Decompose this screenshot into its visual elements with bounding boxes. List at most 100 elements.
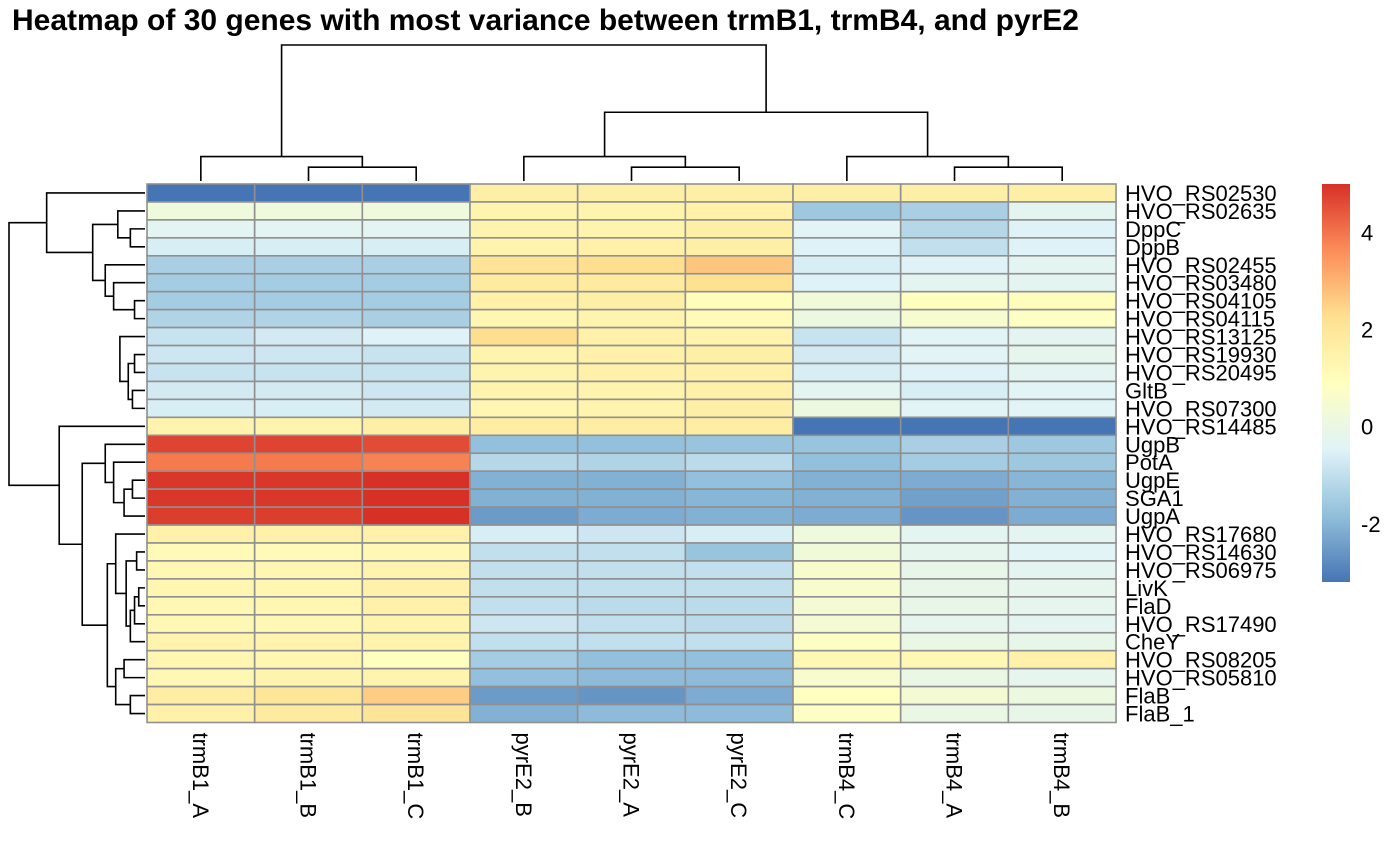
dendrogram-branch [106,562,116,688]
heatmap-cell [1007,416,1117,437]
heatmap-cell [899,506,1010,526]
heatmap-cell [684,613,794,634]
heatmap-cell [253,578,364,598]
column-label: trmB1_A [188,733,213,819]
heatmap-cell [684,685,794,706]
heatmap-cell [1007,613,1117,634]
heatmap-cell [792,344,902,365]
heatmap-cell [253,183,364,203]
heatmap-cell [146,649,256,670]
row-label: CheY [1125,630,1180,655]
heatmap-cell [1007,631,1117,652]
heatmap-cell [792,667,902,688]
column-label: trmB4_A [942,733,967,819]
heatmap-cell [792,506,902,526]
heatmap-cell [576,398,687,419]
heatmap-cell [361,649,471,670]
heatmap-cell [361,578,471,598]
dendrogram-branch [104,263,145,297]
heatmap-cell [1007,578,1117,598]
dendrogram-branch [135,551,145,571]
heatmap-cell [684,362,794,383]
heatmap-cell [146,326,256,347]
heatmap-cell [146,398,256,419]
heatmap-cell [253,703,364,724]
colorbar-tick-label: -2 [1361,512,1381,537]
dendrogram-branch [280,44,767,157]
dendrogram-branch [123,658,145,679]
heatmap-cell [253,362,364,383]
heatmap-cell [576,416,687,437]
heatmap-cell [146,667,256,688]
heatmap-cell [361,183,471,203]
row-label: HVO_RS02455 [1125,253,1277,278]
heatmap-cell [899,362,1010,383]
heatmap-cell [253,685,364,706]
heatmap-cell [684,201,794,221]
dendrogram-branch [129,694,145,715]
dendrogram-branch [523,155,687,181]
heatmap-cell [899,255,1010,275]
heatmap-cell [899,649,1010,670]
heatmap-cell [361,506,471,526]
heatmap-cell [253,667,364,688]
heatmap-cell [253,308,364,329]
heatmap-cell [684,183,794,203]
row-label: HVO_RS08205 [1125,648,1277,673]
heatmap-cell [253,434,364,455]
heatmap-cell [1007,596,1117,616]
heatmap-cell [253,631,364,652]
row-label: HVO_RS19930 [1125,343,1277,368]
heatmap-cell [576,272,687,293]
heatmap-cell [361,667,471,688]
heatmap-cell [361,542,471,562]
heatmap-cell [361,470,471,490]
heatmap-cell [899,326,1010,347]
heatmap-cell [576,596,687,616]
heatmap-cell [684,237,794,257]
colorbar-tick-label: 2 [1361,318,1373,343]
dendrogram-branch [117,210,145,239]
heatmap-cell [469,201,579,221]
heatmap-cell [469,255,579,275]
heatmap-cell [576,631,687,652]
heatmap-cell [899,308,1010,329]
heatmap-cell [899,613,1010,634]
heatmap-cell [684,470,794,490]
heatmap-cell [1007,308,1117,329]
heatmap-cell [684,434,794,455]
heatmap-cell [576,488,687,508]
heatmap-cell [576,183,687,203]
heatmap-cell [684,452,794,473]
heatmap-cell [361,524,471,544]
heatmap-cell [361,434,471,455]
heatmap-cell [576,255,687,275]
heatmap-cell [1007,380,1117,401]
heatmap-cell [361,380,471,401]
row-label: PotA [1125,450,1173,475]
heatmap-cell [361,560,471,580]
heatmap-cell [146,524,256,544]
heatmap-cell [361,488,471,508]
heatmap-cell [469,183,579,203]
row-label: HVO_RS02635 [1125,199,1277,224]
heatmap-cell [469,560,579,580]
heatmap-cell [684,542,794,562]
heatmap-cell [684,596,794,616]
heatmap-cell [469,649,579,670]
heatmap-cell [253,255,364,275]
heatmap-cell [361,362,471,383]
dendrogram-branch [112,461,145,504]
heatmap-cell [361,308,471,329]
heatmap-cell [146,255,256,275]
heatmap-cell [253,201,364,221]
heatmap-cell [792,685,902,706]
dendrogram-branch [603,111,929,157]
heatmap-cell [253,272,364,293]
heatmap-cell [146,434,256,455]
heatmap-cell [146,685,256,706]
dendrogram-branch [129,609,145,643]
heatmap-cell [253,326,364,347]
dendrogram-branch [114,533,145,595]
